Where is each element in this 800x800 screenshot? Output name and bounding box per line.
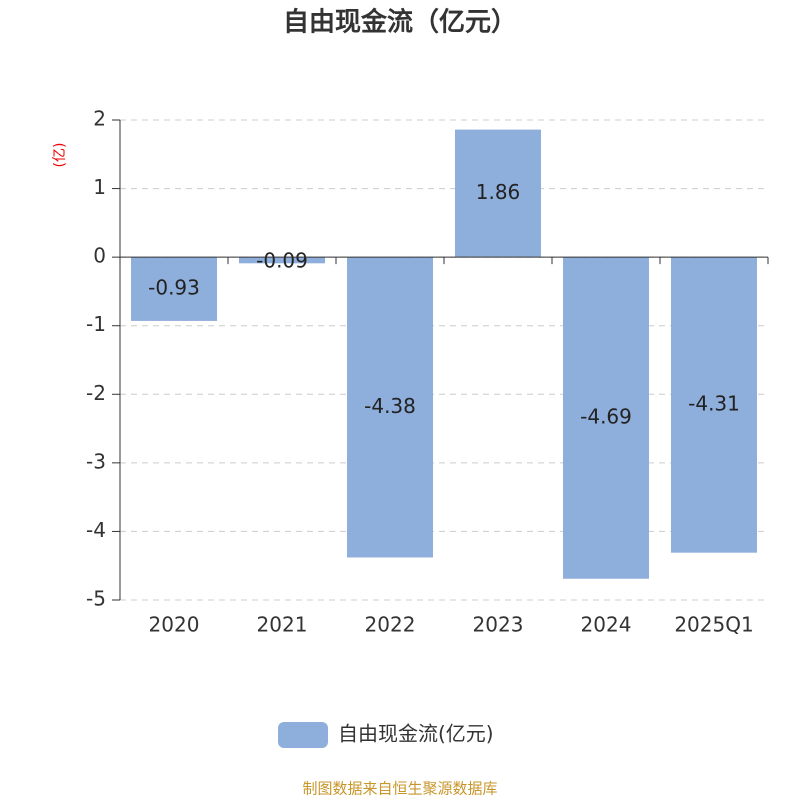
chart-title: 自由现金流（亿元） [283, 7, 517, 38]
legend-swatch [278, 722, 328, 748]
x-tick-label: 2020 [149, 613, 200, 637]
x-tick-label: 2025Q1 [674, 613, 753, 637]
x-tick-label: 2021 [257, 613, 308, 637]
data-label: -0.93 [148, 276, 200, 300]
y-tick-label: 1 [93, 175, 106, 199]
bar [131, 257, 217, 321]
data-label: 1.86 [476, 180, 521, 204]
y-tick-label: -1 [86, 312, 106, 336]
data-label: -0.09 [256, 249, 308, 273]
y-tick-label: 0 [93, 244, 106, 268]
bar [671, 257, 757, 553]
y-tick-label: 2 [93, 107, 106, 131]
y-tick-label: -3 [86, 449, 106, 473]
bar [455, 129, 541, 258]
bar [563, 257, 649, 579]
data-label: -4.38 [364, 394, 416, 418]
data-label: -4.31 [688, 391, 740, 415]
y-tick-label: -4 [86, 518, 106, 542]
x-tick-label: 2023 [473, 613, 524, 637]
bar [239, 257, 325, 264]
legend-label: 自由现金流(亿元) [338, 722, 494, 746]
bar [347, 257, 433, 558]
x-tick-label: 2022 [365, 613, 416, 637]
source: 制图数据来自恒生聚源数据库 [302, 780, 497, 798]
y-tick-label: -2 [86, 381, 106, 405]
data-label: -4.69 [580, 404, 632, 428]
y-tick-label: -5 [86, 587, 106, 611]
y-axis-label: (亿) [52, 143, 68, 168]
x-tick-label: 2024 [581, 613, 632, 637]
